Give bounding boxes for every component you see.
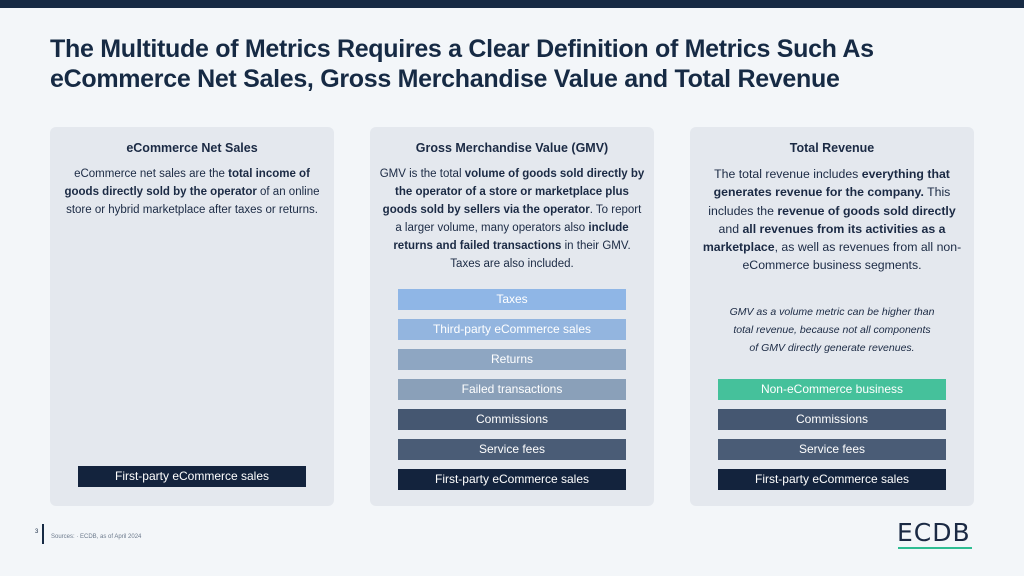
bar-service-fees: Service fees [718, 439, 946, 460]
bar-commissions: Commissions [718, 409, 946, 430]
card-heading: Total Revenue [789, 141, 875, 155]
source-note: Sources: · ECDB, as of April 2024 [51, 534, 142, 540]
text-segment-bold: everything that generates revenue for th… [713, 167, 950, 200]
note-line: GMV as a volume metric can be higher tha… [729, 306, 935, 318]
bar-first-party-sales: First-party eCommerce sales [718, 469, 946, 490]
text-segment: The total revenue includes [714, 167, 862, 181]
bar-first-party-sales: First-party eCommerce sales [78, 466, 306, 487]
text-segment: of an online store or hybrid marketplace… [66, 186, 320, 216]
card-gmv: Gross Merchandise Value (GMV) GMV is the… [370, 127, 654, 506]
top-bar [0, 0, 1024, 8]
card-heading: Gross Merchandise Value (GMV) [415, 141, 609, 155]
page-title-line-1: The Multitude of Metrics Requires a Clea… [50, 35, 874, 63]
logo-underline [898, 547, 972, 549]
text-segment-bold: volume of goods sold directly by the ope… [382, 168, 645, 216]
text-segment-bold: include returns and failed transactions [393, 222, 629, 252]
text-segment: . To report a larger volume, many operat… [395, 204, 642, 234]
bar-third-party-sales: Third-party eCommerce sales [398, 319, 626, 340]
page-number: 3 [35, 529, 39, 535]
bar-taxes: Taxes [398, 289, 626, 310]
note-line: of GMV directly generate revenues. [749, 342, 915, 354]
text-segment: GMV is the total [379, 168, 465, 180]
text-segment: This includes the [708, 185, 951, 218]
text-segment: , as well as revenues from all non-eComm… [742, 240, 962, 273]
page-title: The Multitude of Metrics Requires a Clea… [50, 34, 990, 94]
bar-non-ecommerce-business: Non-eCommerce business [718, 379, 946, 400]
page-title-line-2: eCommerce Net Sales, Gross Merchandise V… [50, 65, 840, 93]
bar-first-party-sales: First-party eCommerce sales [398, 469, 626, 490]
text-segment-bold: revenue of goods sold directly [777, 203, 956, 218]
bar-service-fees: Service fees [398, 439, 626, 460]
text-segment-bold: all revenues from its activities as a ma… [702, 221, 946, 255]
card-total-revenue: Total Revenue The total revenue includes… [690, 127, 974, 506]
gmv-note: GMV as a volume metric can be higher tha… [708, 303, 956, 357]
card-heading: eCommerce Net Sales [126, 141, 258, 155]
text-segment-bold: total income of goods directly sold by t… [64, 168, 310, 198]
card-description: The total revenue includes everything th… [698, 165, 966, 275]
note-line: total revenue, because not all component… [733, 324, 931, 336]
card-description: GMV is the total volume of goods sold di… [378, 165, 646, 273]
bar-returns: Returns [398, 349, 626, 370]
text-segment: eCommerce net sales are the [74, 168, 229, 180]
card-description: eCommerce net sales are the total income… [58, 165, 326, 219]
text-segment: and [718, 221, 743, 236]
text-segment: in their GMV. Taxes are also included. [450, 240, 631, 270]
bar-commissions: Commissions [398, 409, 626, 430]
ecdb-logo: ECDB [897, 518, 971, 547]
footer-divider [42, 524, 44, 544]
card-ecommerce-net-sales: eCommerce Net Sales eCommerce net sales … [50, 127, 334, 506]
bar-failed-transactions: Failed transactions [398, 379, 626, 400]
